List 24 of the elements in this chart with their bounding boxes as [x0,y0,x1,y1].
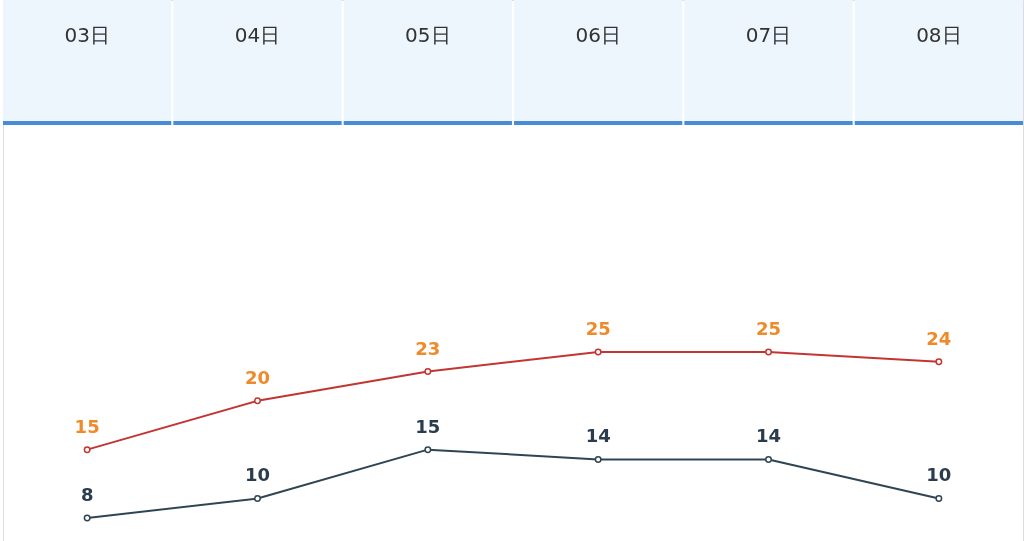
data-label: 15 [415,415,441,437]
x-tick-label: 06日 [575,22,621,47]
point [594,455,602,463]
point [935,494,943,502]
point [765,455,772,463]
data-label: 23 [415,337,441,359]
data-label: 10 [244,464,271,486]
data-label: 14 [755,425,782,447]
data-label: 25 [585,318,611,339]
x-tick-label: 04日 [234,22,281,47]
point [83,514,91,522]
x-tick-label: 03日 [64,22,110,47]
x-tick-label: 08日 [916,22,962,47]
x-tick-label: 05日 [405,22,451,47]
data-label: 24 [926,327,952,349]
data-label: 8 [80,484,94,505]
data-label: 25 [755,318,782,339]
data-label: 10 [926,464,952,486]
data-label: 20 [244,366,271,388]
x-tick-label: 07日 [745,22,792,47]
point [254,494,261,502]
data-label: 14 [585,425,611,447]
point [424,446,432,454]
data-label: 15 [74,415,100,437]
